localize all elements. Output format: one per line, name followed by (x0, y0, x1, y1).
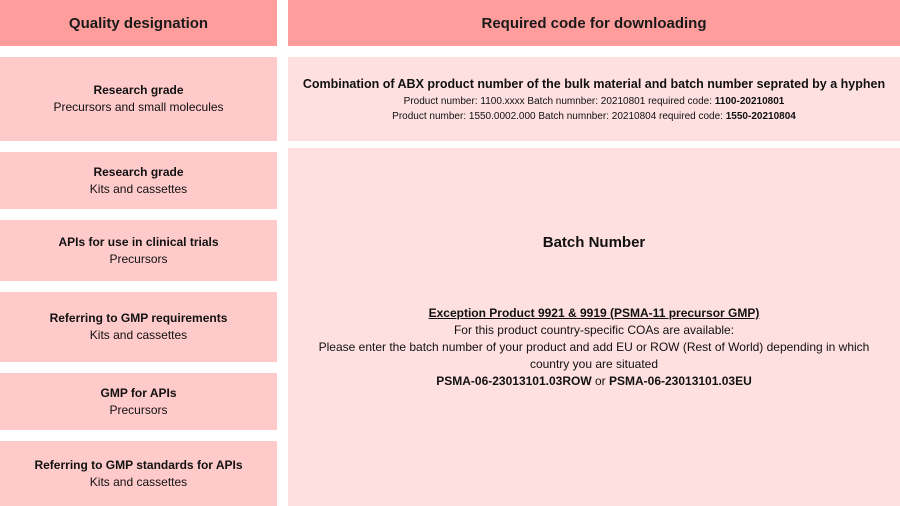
example-code: 1550-20210804 (725, 110, 796, 122)
batch-cell: Batch Number Exception Product 9921 & 99… (288, 148, 900, 506)
row-title: Referring to GMP requirements (49, 311, 228, 325)
row-title: APIs for use in clinical trials (58, 234, 219, 249)
exception-line1: For this product country-specific COAs a… (453, 323, 735, 337)
example-text: Product number: 1550.0002.000 Batch numn… (392, 110, 726, 122)
row-title: Research grade (93, 164, 184, 179)
row-sub: Precursors (109, 251, 168, 266)
example-code: 1100-20210801 (714, 95, 785, 107)
header-quality-designation: Quality designation (0, 0, 277, 46)
example-text: Product number: 1100.xxxx Batch numnber:… (403, 95, 715, 107)
exception-codes: PSMA-06-23013101.03ROW or PSMA-06-230131… (303, 373, 885, 390)
header-label: Required code for downloading (481, 14, 707, 32)
combo-title: Combination of ABX product number of the… (302, 76, 886, 91)
exception-line2: Please enter the batch number of your pr… (318, 340, 870, 371)
row-sub: Kits and cassettes (89, 474, 188, 489)
quality-row: Referring to GMP standards for APIs Kits … (0, 441, 277, 506)
row-sub: Kits and cassettes (89, 328, 188, 342)
code-row: PSMA-06-23013101.03ROW (436, 374, 592, 388)
quality-row: Research grade Precursors and small molec… (0, 57, 277, 141)
row-title: GMP for APIs (100, 385, 177, 400)
quality-row: Referring to GMP requirements Kits and ca… (0, 292, 277, 362)
exception-title: Exception Product 9921 & 9919 (PSMA-11 p… (428, 306, 760, 320)
example-2: Product number: 1550.0002.000 Batch numn… (392, 109, 796, 124)
quality-row: Research grade Kits and cassettes (0, 152, 277, 209)
quality-row: GMP for APIs Precursors (0, 373, 277, 430)
row-title: Referring to GMP standards for APIs (34, 457, 243, 472)
example-1: Product number: 1100.xxxx Batch numnber:… (404, 94, 785, 109)
code-eu: PSMA-06-23013101.03EU (609, 374, 752, 388)
row-sub: Precursors (109, 402, 168, 417)
row-title: Research grade (93, 83, 184, 97)
quality-row: APIs for use in clinical trials Precursor… (0, 220, 277, 281)
row-sub: Precursors and small molecules (53, 100, 224, 114)
header-required-code: Required code for downloading (288, 0, 900, 46)
row-sub: Kits and cassettes (89, 181, 188, 196)
or-text: or (591, 374, 609, 388)
header-label: Quality designation (68, 14, 209, 32)
batch-title: Batch Number (542, 234, 646, 251)
combination-cell: Combination of ABX product number of the… (288, 57, 900, 141)
